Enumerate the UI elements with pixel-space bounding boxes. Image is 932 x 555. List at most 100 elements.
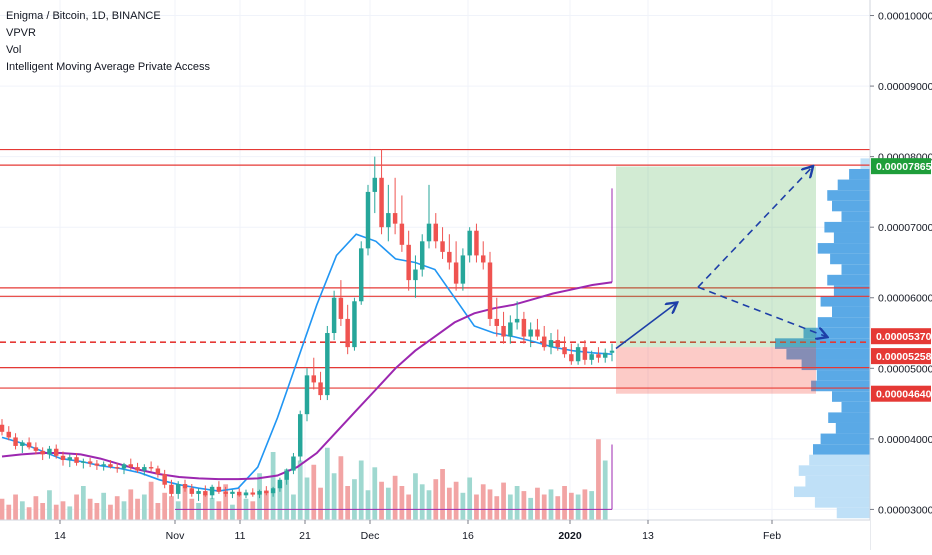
candle-body [535, 329, 540, 337]
volume-bar [501, 482, 506, 520]
price-label-box[interactable] [871, 348, 931, 365]
volume-bar [250, 501, 256, 520]
volume-bar [345, 486, 351, 520]
volume-bar [162, 492, 168, 520]
volume-profile-bar [814, 497, 870, 508]
candle-body [203, 491, 208, 496]
volume-profile-bar [860, 158, 870, 169]
volume-bar [331, 473, 337, 520]
volume-bar [474, 494, 479, 520]
volume-profile-bar [849, 168, 870, 180]
volume-bar [284, 469, 290, 520]
volume-profile-bar [836, 507, 870, 519]
candle-body [602, 352, 608, 358]
chart-legend: Enigma / Bitcoin, 1D, BINANCE VPVR Vol I… [6, 8, 210, 76]
volume-profile-bar [830, 253, 870, 265]
volume-bar [101, 492, 107, 520]
volume-profile-bar [833, 285, 870, 296]
ma-slow-line [1, 281, 613, 481]
symbol-title: Enigma / Bitcoin, 1D, BINANCE [6, 10, 161, 22]
candle-body [582, 347, 588, 360]
y-tick-label: 0.00003000 [878, 504, 932, 516]
volume-profile-bar [775, 338, 870, 349]
volume-bar [426, 490, 432, 520]
volume-bar [277, 481, 283, 520]
candle-body [13, 437, 18, 446]
candle-body [609, 350, 615, 353]
price-label-box[interactable] [871, 158, 931, 175]
volume-bar [196, 503, 201, 520]
candle-body [297, 414, 303, 457]
volume-bar [467, 477, 473, 520]
volume-bar [0, 498, 5, 520]
volume-bar [338, 456, 344, 520]
candle-body [114, 467, 120, 469]
volume-profile-bar [824, 221, 870, 233]
volume-bar [311, 464, 317, 520]
volume-bar [487, 489, 493, 520]
candle-body [53, 448, 59, 456]
candle-body [135, 467, 140, 471]
y-tick-label: 0.00005000 [878, 363, 932, 375]
candle-body [325, 333, 330, 396]
volume-profile-bar [827, 274, 870, 286]
volume-bar [568, 492, 574, 520]
volume-bar [155, 503, 161, 520]
price-label-box[interactable] [871, 328, 931, 345]
x-tick-label: 11 [235, 530, 246, 542]
volume-bar [372, 467, 378, 520]
volume-bar [216, 501, 222, 520]
candle-body [575, 347, 581, 362]
projection-arrow[interactable] [615, 303, 676, 350]
candle-body [87, 461, 93, 464]
volume-bar [202, 494, 208, 520]
volume-profile-bar [813, 444, 870, 455]
volume-profile-bar [828, 412, 870, 423]
volume-bar [514, 486, 520, 520]
volume-bar [596, 439, 601, 520]
candle-body [175, 484, 181, 494]
candle-body [189, 488, 195, 494]
candle-body [338, 297, 344, 319]
volume-bar [135, 498, 140, 520]
projection-dashed-arrow-down[interactable] [697, 286, 826, 336]
price-label-text: 0.00004640 [876, 389, 932, 401]
volume-bar [507, 494, 513, 520]
candle-body [101, 464, 106, 466]
volume-bar [589, 491, 595, 520]
candle-body [392, 213, 398, 224]
volume-bar [379, 481, 384, 520]
indicator-intelligent-ma[interactable]: Intelligent Moving Average Private Acces… [6, 61, 211, 73]
volume-bar [541, 494, 547, 520]
indicator-vol[interactable]: Vol [6, 44, 22, 56]
candle-body [365, 191, 371, 249]
y-tick-label: 0.00004000 [878, 434, 932, 446]
volume-bar [406, 494, 412, 520]
candle-body [541, 336, 547, 348]
volume-profile-bar [786, 348, 870, 360]
volume-bar [562, 486, 567, 520]
volume-bar [602, 460, 608, 520]
volume-profile-bar [798, 465, 870, 476]
volume-bar [53, 504, 59, 520]
candle-body [331, 297, 337, 334]
price-label-box[interactable] [871, 385, 931, 402]
candle-body [528, 329, 533, 337]
price-label-text: 0.00005370 [876, 331, 932, 343]
projection-dashed-arrow-up[interactable] [697, 167, 812, 288]
volume-bar [263, 490, 269, 520]
loss-zone[interactable] [616, 347, 816, 394]
indicator-vpvr[interactable]: VPVR [6, 27, 36, 39]
volume-bar [521, 491, 527, 520]
candle-body [447, 251, 452, 263]
candle-body [108, 464, 113, 468]
x-tick-label: 14 [54, 530, 66, 542]
profit-zone[interactable] [616, 166, 816, 348]
candle-body [209, 486, 215, 496]
candle-body [386, 213, 391, 228]
candle-body [372, 177, 378, 192]
volume-profile-bar [833, 232, 870, 244]
